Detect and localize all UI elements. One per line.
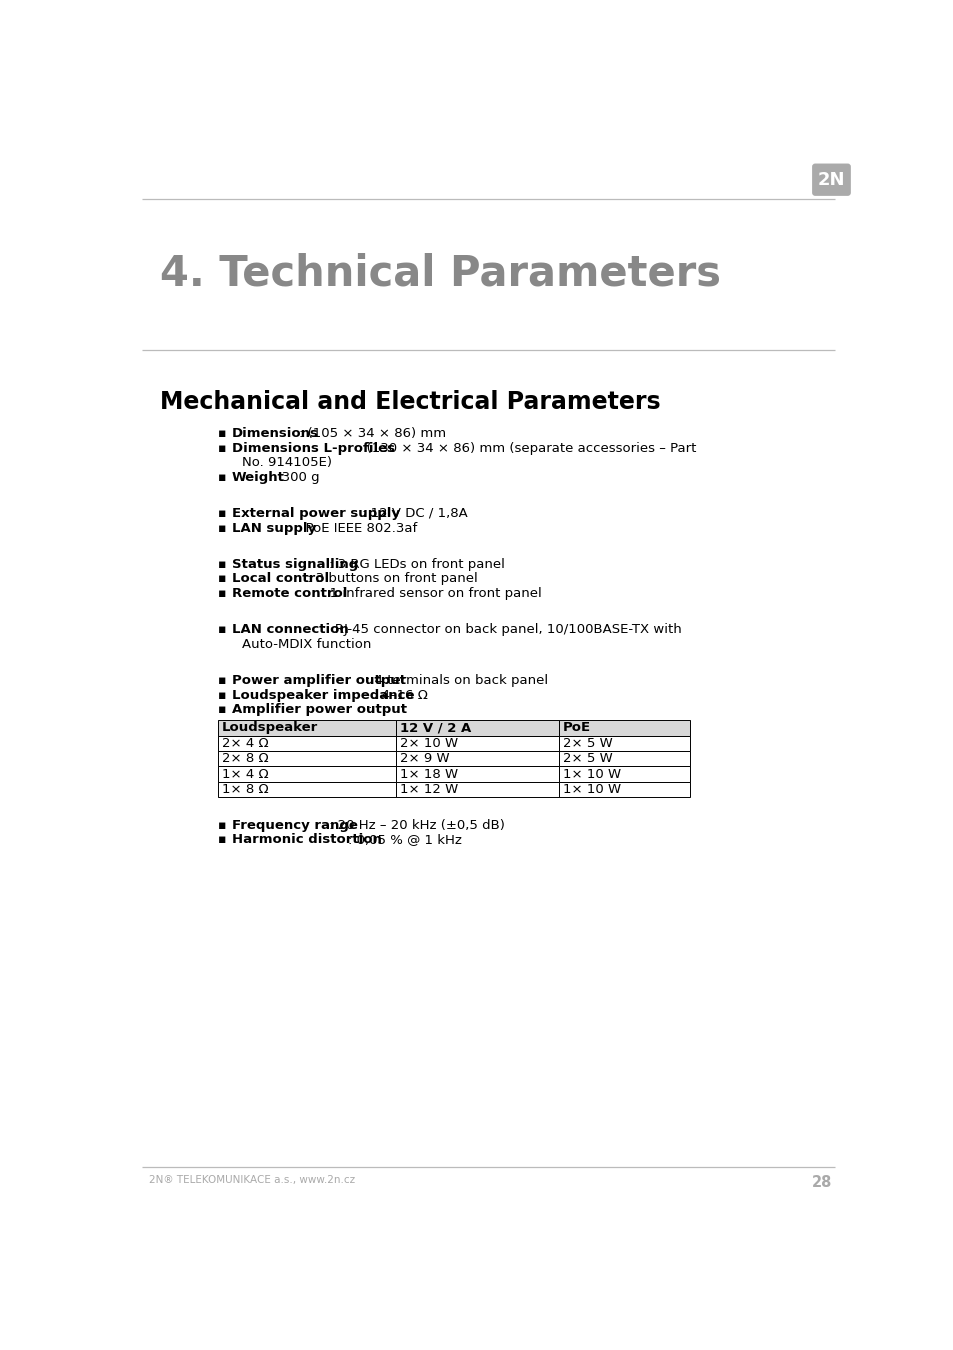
- Text: ▪: ▪: [217, 624, 226, 636]
- Text: ▪: ▪: [217, 558, 226, 571]
- Text: No. 914105E): No. 914105E): [242, 456, 333, 470]
- Text: :  RJ-45 connector on back panel, 10/100BASE-TX with: : RJ-45 connector on back panel, 10/100B…: [322, 624, 681, 636]
- Text: 28: 28: [811, 1176, 831, 1191]
- Bar: [558, 736, 690, 751]
- Text: ▪: ▪: [217, 572, 226, 586]
- Bar: [558, 721, 690, 736]
- Text: : PoE IEEE 802.3af: : PoE IEEE 802.3af: [296, 521, 416, 535]
- Text: ▪: ▪: [217, 819, 226, 832]
- Text: : (130 × 34 × 86) mm (separate accessories – Part: : (130 × 34 × 86) mm (separate accessori…: [357, 441, 696, 455]
- Text: ▪: ▪: [217, 833, 226, 846]
- Text: Harmonic distortion: Harmonic distortion: [232, 833, 381, 846]
- Text: : 4–16 Ω: : 4–16 Ω: [373, 688, 428, 702]
- Bar: [217, 782, 395, 798]
- Text: Status signalling: Status signalling: [232, 558, 357, 571]
- Text: ▪: ▪: [217, 688, 226, 702]
- Text: : 20 Hz – 20 kHz (±0,5 dB): : 20 Hz – 20 kHz (±0,5 dB): [329, 819, 504, 832]
- Text: : 300 g: : 300 g: [273, 471, 319, 483]
- Bar: [395, 721, 558, 736]
- Text: Dimensions: Dimensions: [232, 427, 318, 440]
- Bar: [395, 736, 558, 751]
- Text: : 3 buttons on front panel: : 3 buttons on front panel: [307, 572, 477, 586]
- Text: ▪: ▪: [217, 508, 226, 520]
- Bar: [217, 721, 395, 736]
- Text: External power supply: External power supply: [232, 508, 399, 520]
- Bar: [395, 767, 558, 782]
- Text: : (105 × 34 × 86) mm: : (105 × 34 × 86) mm: [298, 427, 446, 440]
- Text: :: :: [367, 703, 372, 717]
- Text: 2× 8 Ω: 2× 8 Ω: [221, 752, 268, 765]
- Bar: [217, 767, 395, 782]
- Text: Amplifier power output: Amplifier power output: [232, 703, 406, 717]
- Text: 1× 12 W: 1× 12 W: [399, 783, 457, 796]
- Text: Weight: Weight: [232, 471, 284, 483]
- Text: 1× 8 Ω: 1× 8 Ω: [221, 783, 268, 796]
- Text: 12 V / 2 A: 12 V / 2 A: [399, 721, 471, 734]
- Text: ▪: ▪: [217, 703, 226, 717]
- Bar: [217, 736, 395, 751]
- Text: ▪: ▪: [217, 674, 226, 687]
- Text: ▪: ▪: [217, 587, 226, 599]
- Text: Frequency range: Frequency range: [232, 819, 357, 832]
- Text: LAN connection: LAN connection: [232, 624, 348, 636]
- Text: 2× 5 W: 2× 5 W: [562, 737, 612, 749]
- Text: Auto-MDIX function: Auto-MDIX function: [242, 637, 372, 651]
- Text: 2× 10 W: 2× 10 W: [399, 737, 457, 749]
- Text: : 4 terminals on back panel: : 4 terminals on back panel: [366, 674, 548, 687]
- Text: ▪: ▪: [217, 521, 226, 535]
- Text: ▪: ▪: [217, 441, 226, 455]
- Text: : 3 RG LEDs on front panel: : 3 RG LEDs on front panel: [329, 558, 505, 571]
- Text: : 0,05 % @ 1 kHz: : 0,05 % @ 1 kHz: [348, 833, 461, 846]
- Text: 1× 4 Ω: 1× 4 Ω: [221, 768, 268, 780]
- Text: LAN supply: LAN supply: [232, 521, 315, 535]
- Text: 2N: 2N: [817, 170, 844, 189]
- Text: Local control: Local control: [232, 572, 329, 586]
- Text: 2× 4 Ω: 2× 4 Ω: [221, 737, 268, 749]
- Bar: [395, 782, 558, 798]
- Text: PoE: PoE: [562, 721, 590, 734]
- Bar: [395, 751, 558, 767]
- Text: 4. Technical Parameters: 4. Technical Parameters: [159, 252, 720, 294]
- Text: 2× 5 W: 2× 5 W: [562, 752, 612, 765]
- Text: Loudspeaker: Loudspeaker: [221, 721, 317, 734]
- Bar: [558, 751, 690, 767]
- Text: 2× 9 W: 2× 9 W: [399, 752, 449, 765]
- Text: Power amplifier output: Power amplifier output: [232, 674, 405, 687]
- FancyBboxPatch shape: [811, 163, 850, 196]
- Text: Dimensions L-profiles: Dimensions L-profiles: [232, 441, 395, 455]
- Text: Loudspeaker impedance: Loudspeaker impedance: [232, 688, 414, 702]
- Text: Mechanical and Electrical Parameters: Mechanical and Electrical Parameters: [159, 390, 659, 414]
- Bar: [558, 767, 690, 782]
- Text: ▪: ▪: [217, 427, 226, 440]
- Text: 1× 18 W: 1× 18 W: [399, 768, 457, 780]
- Bar: [217, 751, 395, 767]
- Text: 1× 10 W: 1× 10 W: [562, 783, 620, 796]
- Text: : 1 infrared sensor on front panel: : 1 infrared sensor on front panel: [321, 587, 541, 599]
- Text: Remote control: Remote control: [232, 587, 347, 599]
- Bar: [558, 782, 690, 798]
- Text: : 12 V DC / 1,8A: : 12 V DC / 1,8A: [361, 508, 467, 520]
- Text: ▪: ▪: [217, 471, 226, 483]
- Text: 1× 10 W: 1× 10 W: [562, 768, 620, 780]
- Text: 2N® TELEKOMUNIKACE a.s., www.2n.cz: 2N® TELEKOMUNIKACE a.s., www.2n.cz: [149, 1176, 355, 1185]
